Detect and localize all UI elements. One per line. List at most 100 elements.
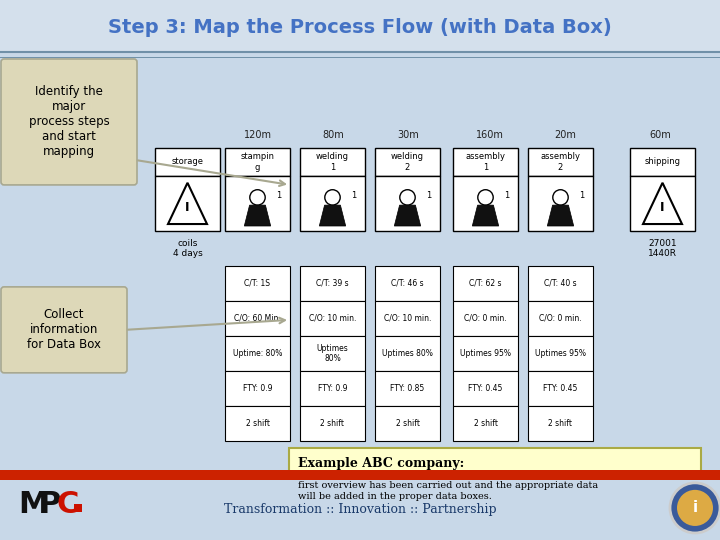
- Circle shape: [325, 190, 341, 205]
- Bar: [375, 371, 440, 406]
- Bar: [630, 176, 695, 231]
- Bar: [528, 266, 593, 301]
- Text: 1: 1: [351, 191, 356, 200]
- Text: 2 shift: 2 shift: [474, 419, 498, 428]
- Text: C/O: 60 Min.: C/O: 60 Min.: [234, 314, 281, 323]
- Bar: [453, 301, 518, 336]
- Circle shape: [677, 490, 713, 526]
- FancyBboxPatch shape: [1, 287, 127, 373]
- Text: stampin
g: stampin g: [240, 152, 274, 172]
- Bar: [155, 176, 220, 231]
- Bar: [528, 148, 593, 176]
- Text: coils: coils: [177, 239, 198, 248]
- Bar: [528, 406, 593, 441]
- Text: 80m: 80m: [322, 130, 344, 140]
- Text: 1: 1: [276, 191, 281, 200]
- Text: Step 3: Map the Process Flow (with Data Box): Step 3: Map the Process Flow (with Data …: [108, 18, 612, 37]
- Bar: [300, 266, 365, 301]
- Text: 1: 1: [504, 191, 509, 200]
- Bar: [300, 406, 365, 441]
- Bar: [300, 148, 365, 176]
- Bar: [155, 148, 220, 176]
- Text: 20m: 20m: [554, 130, 576, 140]
- FancyBboxPatch shape: [289, 448, 701, 530]
- Text: 2 shift: 2 shift: [549, 419, 572, 428]
- Bar: [74, 504, 82, 512]
- Bar: [225, 406, 290, 441]
- Bar: [300, 176, 365, 231]
- Polygon shape: [244, 205, 271, 226]
- Text: Identify the
major
process steps
and start
mapping: Identify the major process steps and sta…: [29, 85, 109, 158]
- Text: C/T: 1S: C/T: 1S: [245, 279, 271, 288]
- Text: Uptimes 95%: Uptimes 95%: [460, 349, 511, 358]
- Text: I: I: [185, 201, 190, 214]
- Text: C/O: 0 min.: C/O: 0 min.: [464, 314, 507, 323]
- Text: 1: 1: [426, 191, 431, 200]
- Bar: [225, 148, 290, 176]
- Bar: [453, 406, 518, 441]
- Text: 160m: 160m: [476, 130, 504, 140]
- Bar: [453, 336, 518, 371]
- Text: assembly
1: assembly 1: [466, 152, 505, 172]
- Bar: [300, 336, 365, 371]
- Text: 1: 1: [579, 191, 584, 200]
- Bar: [225, 266, 290, 301]
- Bar: [453, 176, 518, 231]
- Bar: [528, 336, 593, 371]
- Circle shape: [400, 190, 415, 205]
- Text: M: M: [18, 490, 48, 519]
- Text: Example ABC company:: Example ABC company:: [298, 457, 464, 470]
- Bar: [630, 148, 695, 176]
- Text: shipping: shipping: [644, 158, 680, 166]
- Bar: [375, 148, 440, 176]
- Bar: [225, 336, 290, 371]
- Polygon shape: [472, 205, 499, 226]
- Text: P: P: [38, 490, 60, 519]
- Text: Uptimes
80%: Uptimes 80%: [317, 343, 348, 363]
- Text: FTY: 0.45: FTY: 0.45: [468, 384, 503, 393]
- Bar: [375, 266, 440, 301]
- Circle shape: [553, 190, 568, 205]
- Text: C/T: 46 s: C/T: 46 s: [391, 279, 424, 288]
- Text: i: i: [693, 501, 698, 515]
- Bar: [375, 336, 440, 371]
- Circle shape: [478, 190, 493, 205]
- Text: 4 days: 4 days: [173, 249, 202, 258]
- Text: FTY: 0.9: FTY: 0.9: [243, 384, 272, 393]
- Text: Collect
information
for Data Box: Collect information for Data Box: [27, 308, 101, 352]
- Polygon shape: [168, 183, 207, 224]
- Bar: [225, 176, 290, 231]
- Text: C/O: 10 min.: C/O: 10 min.: [384, 314, 431, 323]
- Polygon shape: [643, 183, 682, 224]
- Polygon shape: [319, 205, 346, 226]
- Bar: [528, 301, 593, 336]
- Text: 30m: 30m: [397, 130, 419, 140]
- Text: C/T: 39 s: C/T: 39 s: [316, 279, 348, 288]
- Bar: [0, 470, 720, 480]
- Bar: [375, 406, 440, 441]
- Text: Transformation :: Innovation :: Partnership: Transformation :: Innovation :: Partners…: [224, 503, 496, 516]
- Bar: [453, 266, 518, 301]
- Text: 27001: 27001: [648, 239, 677, 248]
- Text: welding
1: welding 1: [316, 152, 349, 172]
- Text: C/T: 40 s: C/T: 40 s: [544, 279, 577, 288]
- Text: FTY: 0.45: FTY: 0.45: [544, 384, 577, 393]
- Text: Uptimes 80%: Uptimes 80%: [382, 349, 433, 358]
- Text: The sequence of the several processes will be drafted after the
first overview h: The sequence of the several processes wi…: [298, 471, 610, 501]
- Text: 1440R: 1440R: [648, 249, 677, 258]
- Text: 2 shift: 2 shift: [246, 419, 269, 428]
- Text: C/T: 62 s: C/T: 62 s: [469, 279, 502, 288]
- Text: I: I: [660, 201, 665, 214]
- Text: welding
2: welding 2: [391, 152, 424, 172]
- Bar: [225, 371, 290, 406]
- Text: C: C: [57, 490, 79, 519]
- Text: storage: storage: [171, 158, 204, 166]
- Bar: [300, 371, 365, 406]
- Bar: [453, 371, 518, 406]
- FancyBboxPatch shape: [1, 59, 137, 185]
- Polygon shape: [547, 205, 574, 226]
- Polygon shape: [395, 205, 420, 226]
- Circle shape: [670, 483, 720, 533]
- Text: assembly
2: assembly 2: [541, 152, 580, 172]
- Bar: [453, 148, 518, 176]
